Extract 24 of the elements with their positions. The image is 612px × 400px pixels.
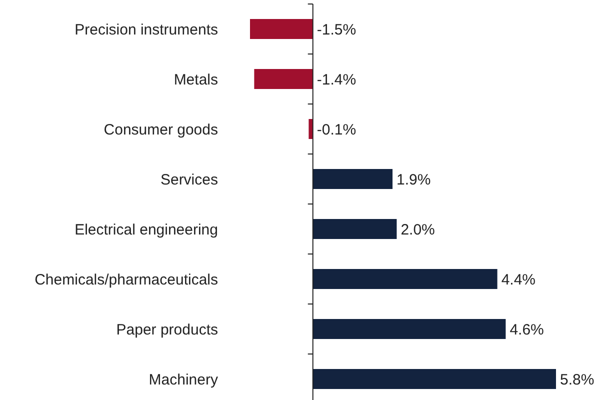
y-tick-label: Services [160,171,218,188]
data-label: 1.9% [396,171,431,188]
data-label: -1.4% [316,71,356,88]
y-tick-label: Machinery [148,371,218,388]
data-label: 4.6% [510,321,544,338]
bar [312,369,556,389]
y-tick-label: Chemicals/pharmaceuticals [34,271,218,288]
y-tick-label: Electrical engineering [74,221,218,238]
bar [254,69,313,89]
data-label: -1.5% [316,21,356,38]
data-label: 4.4% [501,271,536,288]
y-tick-label: Metals [174,71,218,88]
bar [308,119,313,139]
data-label: 2.0% [400,221,435,238]
bar [312,269,498,289]
bar [312,319,506,339]
bar [312,219,397,239]
bar [250,19,313,39]
y-tick-label: Paper products [116,321,218,338]
data-label: -0.1% [316,121,356,138]
y-tick-label: Precision instruments [74,21,218,38]
data-label: 5.8% [560,371,594,388]
bar [312,169,393,189]
y-tick-label: Consumer goods [104,121,218,138]
